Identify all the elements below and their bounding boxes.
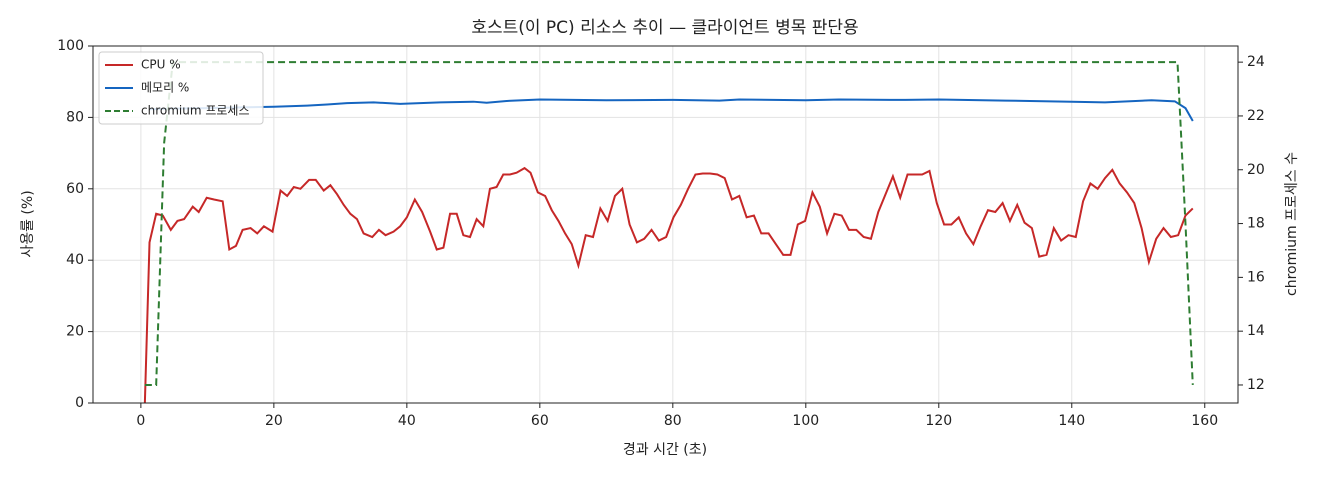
legend-label: CPU % (141, 58, 181, 72)
y-tick-label: 40 (66, 252, 84, 268)
y2-axis-label: chromium 프로세스 수 (1284, 152, 1300, 296)
x-tick-label: 60 (531, 413, 549, 429)
legend-label: chromium 프로세스 (141, 104, 250, 118)
y2-tick-label: 20 (1247, 162, 1265, 178)
y2-tick-label: 14 (1247, 323, 1265, 339)
y2-tick-label: 12 (1247, 377, 1265, 393)
legend-label: 메모리 % (141, 81, 189, 95)
legend-box (98, 51, 264, 125)
x-axis-label: 경과 시간 (초) (623, 442, 707, 458)
x-tick-label: 140 (1058, 413, 1085, 429)
x-tick-label: 80 (664, 413, 682, 429)
chart-title: 호스트(이 PC) 리소스 추이 — 클라이언트 병목 판단용 (471, 18, 858, 38)
plot-frame (92, 45, 1239, 404)
y-axis-label: 사용률 (%) (20, 190, 36, 257)
y-tick-label: 0 (75, 395, 84, 411)
legend: CPU % 메모리 % chromium 프로세스 (98, 51, 264, 125)
y2-tick-label: 16 (1247, 269, 1265, 285)
y2-tick-label: 18 (1247, 216, 1265, 232)
x-tick-label: 160 (1191, 413, 1218, 429)
y-tick-label: 80 (66, 109, 84, 125)
x-tick-label: 100 (792, 413, 819, 429)
x-tick-label: 20 (265, 413, 283, 429)
y2-tick-label: 22 (1247, 108, 1265, 124)
y-tick-label: 20 (66, 324, 84, 340)
x-tick-label: 120 (925, 413, 952, 429)
y-tick-label: 60 (66, 181, 84, 197)
series-line (143, 166, 1194, 404)
series-line (144, 61, 1194, 386)
y-tick-label: 100 (57, 38, 84, 54)
series-line (149, 98, 1194, 122)
x-tick-label: 0 (136, 413, 145, 429)
y2-tick-label: 24 (1247, 54, 1265, 70)
x-tick-label: 40 (398, 413, 416, 429)
